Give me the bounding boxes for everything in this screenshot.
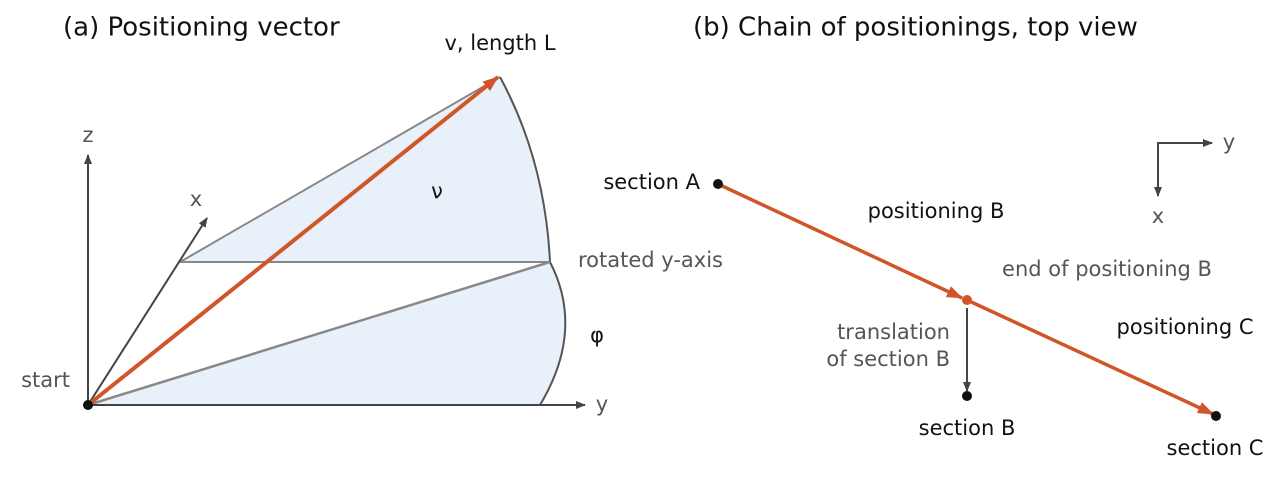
edge bbox=[179, 76, 501, 263]
label: y bbox=[1223, 130, 1235, 154]
point bbox=[1211, 411, 1221, 421]
panel-b: (b) Chain of positionings, top view sect… bbox=[603, 13, 1263, 461]
arrow bbox=[966, 298, 1214, 416]
arc bbox=[539, 261, 567, 406]
title: (a) Positioning vector bbox=[63, 13, 340, 43]
label: section C bbox=[1167, 436, 1264, 460]
label: section B bbox=[919, 416, 1016, 440]
label: translation bbox=[837, 320, 950, 344]
label: positioning B bbox=[868, 199, 1005, 223]
arrow bbox=[717, 182, 963, 300]
point bbox=[962, 295, 972, 305]
label: end of positioning B bbox=[1002, 257, 1212, 281]
start-point bbox=[83, 400, 93, 410]
label: v, length L bbox=[444, 31, 555, 55]
compass bbox=[1157, 142, 1212, 196]
label: of section B bbox=[826, 347, 950, 371]
arc bbox=[499, 76, 551, 263]
label: z bbox=[82, 123, 93, 147]
label: start bbox=[21, 368, 70, 392]
point bbox=[962, 391, 972, 401]
label: x bbox=[190, 187, 202, 211]
x-axis bbox=[87, 217, 208, 406]
panel-a: (a) Positioning vector z x y start v, le… bbox=[21, 13, 723, 417]
label: positioning C bbox=[1117, 315, 1254, 339]
vector bbox=[86, 75, 500, 407]
label: x bbox=[1152, 204, 1164, 228]
label: y bbox=[596, 392, 608, 416]
label: ν bbox=[431, 179, 443, 203]
label: section A bbox=[603, 170, 700, 194]
label: φ bbox=[590, 323, 604, 347]
edge bbox=[87, 260, 551, 407]
upper-sector bbox=[180, 77, 550, 262]
point bbox=[713, 179, 723, 189]
title: (b) Chain of positionings, top view bbox=[693, 13, 1138, 43]
label: rotated y-axis bbox=[578, 248, 723, 272]
